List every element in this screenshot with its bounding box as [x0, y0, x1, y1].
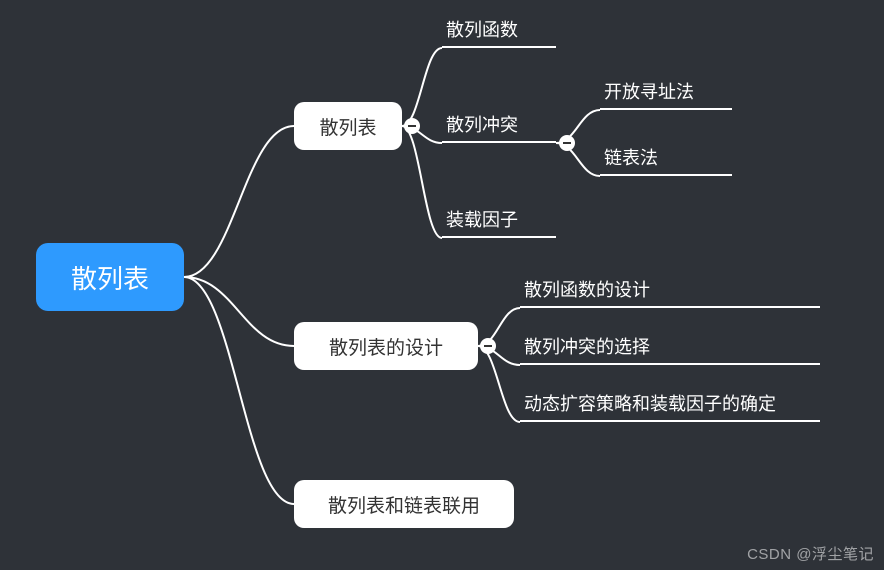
node-design-label: 散列表的设计 [329, 333, 443, 360]
leaf-hashfunc-label: 散列函数 [446, 16, 518, 42]
leaf-chain-label: 链表法 [604, 144, 658, 170]
connector-edge [184, 126, 294, 277]
node-design[interactable]: 散列表的设计 [294, 322, 478, 370]
node-linkedlist-label: 散列表和链表联用 [328, 491, 480, 518]
connector-edge [184, 277, 294, 504]
root-label: 散列表 [71, 259, 149, 296]
watermark-text: CSDN @浮尘笔记 [747, 543, 874, 564]
collapse-icon[interactable] [559, 135, 575, 151]
node-hashtable-label: 散列表 [319, 113, 376, 140]
leaf-loadfac[interactable]: 装载因子 [442, 202, 556, 238]
connector-edge [478, 346, 520, 422]
connector-edge [402, 48, 442, 126]
leaf-funcdesign-label: 散列函数的设计 [524, 276, 650, 302]
leaf-collselect-label: 散列冲突的选择 [524, 333, 650, 359]
connector-edge [184, 277, 294, 346]
collapse-icon[interactable] [404, 118, 420, 134]
leaf-collselect[interactable]: 散列冲突的选择 [520, 329, 820, 365]
leaf-collision-label: 散列冲突 [446, 111, 518, 137]
leaf-openaddr[interactable]: 开放寻址法 [600, 74, 732, 110]
leaf-dynamic[interactable]: 动态扩容策略和装载因子的确定 [520, 386, 820, 422]
leaf-dynamic-label: 动态扩容策略和装载因子的确定 [524, 390, 776, 416]
leaf-funcdesign[interactable]: 散列函数的设计 [520, 272, 820, 308]
leaf-hashfunc[interactable]: 散列函数 [442, 12, 556, 48]
node-hashtable[interactable]: 散列表 [294, 102, 402, 150]
node-linkedlist[interactable]: 散列表和链表联用 [294, 480, 514, 528]
leaf-loadfac-label: 装载因子 [446, 206, 518, 232]
root-node[interactable]: 散列表 [36, 243, 184, 311]
connector-edge [402, 126, 442, 238]
leaf-chain[interactable]: 链表法 [600, 140, 732, 176]
leaf-collision[interactable]: 散列冲突 [442, 107, 556, 143]
leaf-openaddr-label: 开放寻址法 [604, 78, 694, 104]
collapse-icon[interactable] [480, 338, 496, 354]
